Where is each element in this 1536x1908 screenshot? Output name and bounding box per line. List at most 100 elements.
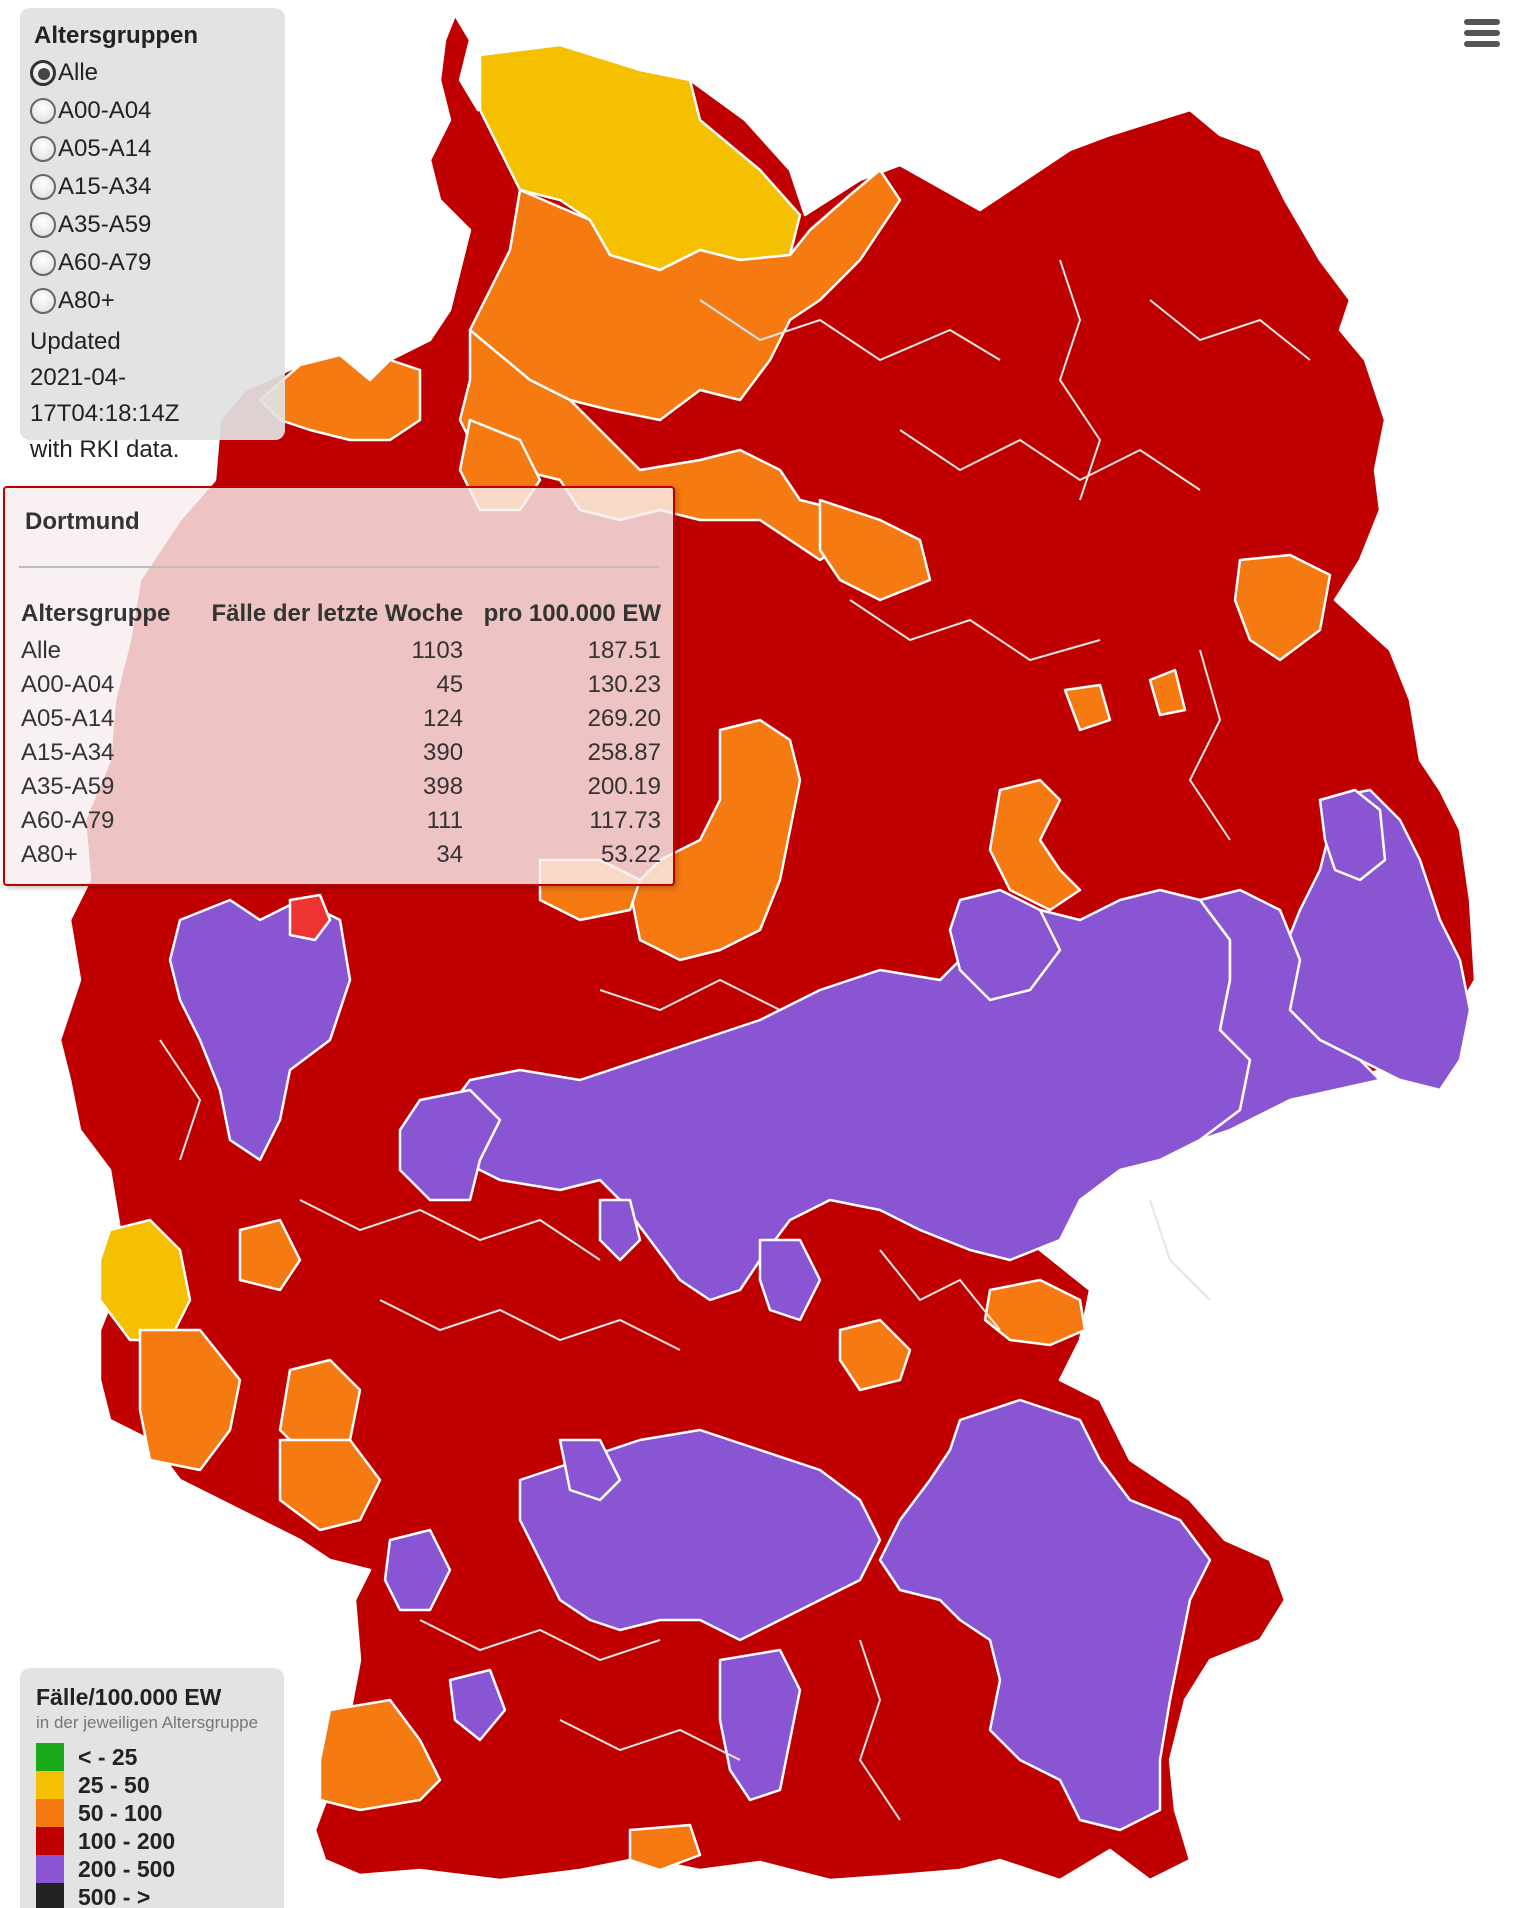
cell-age-group: A80+ bbox=[21, 841, 78, 868]
legend-label: 50 - 100 bbox=[78, 1799, 163, 1826]
legend-swatch bbox=[36, 1827, 64, 1855]
legend-items: < - 25 25 - 50 50 - 100 100 - 200 200 - 500 5… bbox=[36, 1743, 270, 1908]
age-group-title: Altersgruppen bbox=[34, 22, 199, 49]
region-rhein-neckar-purple[interactable] bbox=[383, 1528, 452, 1612]
region-small-orange-2[interactable] bbox=[1148, 668, 1187, 717]
cell-age-group: A15-A34 bbox=[21, 739, 115, 766]
menu-bar-2 bbox=[1464, 30, 1500, 36]
cell-per-100k: 258.87 bbox=[587, 739, 661, 766]
age-option-a35-a59[interactable]: A35-A59 bbox=[30, 206, 275, 244]
legend-item: 200 - 500 bbox=[36, 1855, 270, 1883]
region-bautzen-purple[interactable] bbox=[1318, 788, 1387, 882]
region-celle-orange[interactable] bbox=[818, 498, 932, 602]
update-timestamp: 2021-04-17T04:18:14Z bbox=[30, 364, 180, 427]
update-label: Updated bbox=[30, 328, 121, 355]
tooltip-district-name: Dortmund bbox=[25, 508, 140, 535]
radio-button[interactable] bbox=[30, 136, 56, 162]
table-row: Alle 1103 187.51 bbox=[19, 634, 663, 668]
cell-per-100k: 187.51 bbox=[587, 637, 661, 664]
tooltip-table: Altersgruppe Fälle der letzte Woche pro … bbox=[19, 600, 663, 872]
age-option-label: A35-A59 bbox=[58, 211, 152, 238]
region-brandenburg-orange[interactable] bbox=[1233, 553, 1332, 662]
age-option-label: A00-A04 bbox=[58, 97, 152, 124]
table-row: A15-A34 390 258.87 bbox=[19, 736, 663, 770]
region-hessen-purple[interactable] bbox=[398, 1088, 502, 1202]
legend-swatch bbox=[36, 1771, 64, 1799]
age-option-a80-[interactable]: A80+ bbox=[30, 282, 275, 320]
cell-age-group: A00-A04 bbox=[21, 671, 115, 698]
menu-bar-1 bbox=[1464, 19, 1500, 25]
region-heilbronn-purple[interactable] bbox=[558, 1438, 622, 1502]
legend-label: 500 - > bbox=[78, 1883, 151, 1908]
legend-label: < - 25 bbox=[78, 1743, 138, 1770]
region-pfalz-orange[interactable] bbox=[138, 1328, 242, 1472]
table-row: A35-A59 398 200.19 bbox=[19, 770, 663, 804]
legend-swatch bbox=[36, 1799, 64, 1827]
radio-button[interactable] bbox=[30, 288, 56, 314]
region-bayern-purple[interactable] bbox=[878, 1398, 1212, 1832]
cell-age-group: A60-A79 bbox=[21, 807, 115, 834]
age-option-a00-a04[interactable]: A00-A04 bbox=[30, 92, 275, 130]
region-leipzig-purple[interactable] bbox=[948, 888, 1062, 1002]
cell-cases: 390 bbox=[423, 739, 464, 766]
cell-per-100k: 117.73 bbox=[589, 807, 661, 834]
region-sachsen-anhalt-orange[interactable] bbox=[988, 778, 1082, 912]
age-group-panel: Altersgruppen Alle A00-A04 A05-A14 A15-A34 A… bbox=[20, 8, 285, 463]
radio-button[interactable] bbox=[30, 212, 56, 238]
legend-label: 100 - 200 bbox=[78, 1827, 176, 1854]
legend-subtitle: in der jeweiligen Altersgruppe bbox=[36, 1713, 259, 1732]
region-nrw-purple[interactable] bbox=[168, 898, 352, 1162]
cell-per-100k: 200.19 bbox=[587, 773, 661, 800]
region-erzgebirge-purple[interactable] bbox=[1198, 888, 1382, 1142]
col-age-group: Altersgruppe bbox=[21, 600, 171, 627]
region-bodensee-orange[interactable] bbox=[318, 1698, 442, 1812]
region-lindau-orange[interactable] bbox=[628, 1823, 702, 1872]
map-legend: Fälle/100.000 EW in der jeweiligen Alter… bbox=[20, 1668, 284, 1908]
legend-title: Fälle/100.000 EW bbox=[36, 1684, 222, 1710]
region-small-orange-1[interactable] bbox=[1063, 683, 1112, 732]
region-wuerzburg-orange[interactable] bbox=[838, 1318, 912, 1392]
cell-cases: 45 bbox=[436, 671, 464, 698]
radio-button[interactable] bbox=[30, 174, 56, 200]
cell-cases: 1103 bbox=[411, 637, 464, 664]
cell-cases: 398 bbox=[423, 773, 464, 800]
region-dortmund-highlight[interactable] bbox=[288, 893, 332, 942]
age-option-a15-a34[interactable]: A15-A34 bbox=[30, 168, 275, 206]
region-hof-orange[interactable] bbox=[983, 1278, 1087, 1347]
radio-button[interactable] bbox=[30, 60, 56, 86]
region-schwaben-purple[interactable] bbox=[718, 1648, 802, 1802]
age-option-label: Alle bbox=[58, 59, 99, 86]
cell-per-100k: 130.23 bbox=[587, 671, 661, 698]
region-fulda-purple[interactable] bbox=[758, 1238, 822, 1322]
radio-button[interactable] bbox=[30, 250, 56, 276]
age-option-a05-a14[interactable]: A05-A14 bbox=[30, 130, 275, 168]
hamburger-menu-icon[interactable] bbox=[1462, 16, 1502, 50]
age-option-a60-a79[interactable]: A60-A79 bbox=[30, 244, 275, 282]
cell-per-100k: 53.22 bbox=[600, 841, 661, 868]
update-info: Updated 2021-04-17T04:18:14Z with RKI da… bbox=[30, 324, 275, 468]
age-option-alle[interactable]: Alle bbox=[30, 54, 275, 92]
table-row: A00-A04 45 130.23 bbox=[19, 668, 663, 702]
region-sachsen-purple[interactable] bbox=[1278, 788, 1472, 1092]
region-vogelsberg-purple[interactable] bbox=[598, 1198, 642, 1262]
table-row: A05-A14 124 269.20 bbox=[19, 702, 663, 736]
legend-label: 200 - 500 bbox=[78, 1855, 176, 1882]
tooltip-rows: Alle 1103 187.51 A00-A04 45 130.23 A05-A14 124 2… bbox=[19, 634, 663, 872]
region-harz-orange[interactable] bbox=[628, 718, 802, 962]
age-group-options: Alle A00-A04 A05-A14 A15-A34 A35-A59 A60-A79 A… bbox=[30, 54, 275, 320]
legend-item: 500 - > bbox=[36, 1883, 270, 1908]
region-rheinland-orange[interactable] bbox=[238, 1218, 302, 1292]
region-allgaeu-purple[interactable] bbox=[448, 1668, 507, 1742]
radio-button[interactable] bbox=[30, 98, 56, 124]
age-option-label: A05-A14 bbox=[58, 135, 152, 162]
legend-swatch bbox=[36, 1855, 64, 1883]
legend-item: 25 - 50 bbox=[36, 1771, 270, 1799]
district-tooltip: Dortmund Altersgruppe Fälle der letzte W… bbox=[3, 486, 675, 886]
legend-swatch bbox=[36, 1743, 64, 1771]
tooltip-divider bbox=[19, 566, 659, 568]
region-southwest-orange[interactable] bbox=[278, 1438, 382, 1532]
table-row: A60-A79 111 117.73 bbox=[19, 804, 663, 838]
cell-per-100k: 269.20 bbox=[587, 705, 661, 732]
